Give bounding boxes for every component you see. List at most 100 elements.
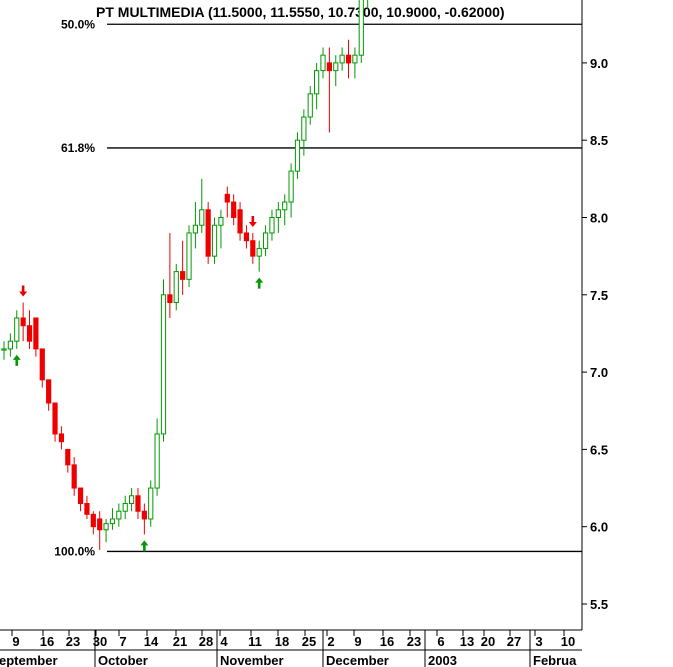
candle bbox=[199, 178, 205, 233]
fib-level-label: 100.0% bbox=[54, 544, 95, 558]
candle-body-up bbox=[218, 217, 224, 226]
month-label: November bbox=[220, 653, 284, 667]
candle bbox=[224, 186, 230, 218]
candle bbox=[109, 508, 116, 530]
candle bbox=[301, 109, 307, 156]
candle-body-up bbox=[173, 271, 179, 304]
date-tick-label: 6 bbox=[437, 634, 444, 649]
candle-body-up bbox=[256, 247, 262, 257]
candle-body-down bbox=[71, 464, 77, 489]
candle bbox=[14, 310, 20, 349]
price-tick-label: 8.0 bbox=[590, 211, 608, 226]
date-tick-label: 18 bbox=[275, 634, 289, 649]
candle bbox=[218, 209, 224, 249]
candle bbox=[71, 457, 77, 496]
price-tick-label: 7.5 bbox=[590, 288, 608, 303]
price-tick-label: 8.5 bbox=[590, 133, 608, 148]
candle bbox=[186, 225, 192, 288]
candle bbox=[243, 225, 250, 249]
candle bbox=[84, 495, 90, 519]
candle-body-up bbox=[333, 62, 339, 72]
date-tick-label: 3 bbox=[535, 634, 542, 649]
candle bbox=[65, 448, 71, 473]
candle bbox=[154, 418, 160, 496]
date-tick-label: 10 bbox=[561, 634, 575, 649]
candle-body-down bbox=[231, 201, 237, 218]
candle bbox=[148, 480, 154, 527]
candle-body-up bbox=[7, 340, 13, 350]
candle-body-up bbox=[14, 317, 20, 342]
candle bbox=[237, 202, 243, 241]
candle bbox=[205, 202, 211, 264]
chart-title: PT MULTIMEDIA (11.5000, 11.5550, 10.7300… bbox=[96, 4, 505, 20]
candle-body-up bbox=[269, 217, 275, 234]
sell-arrow-icon bbox=[248, 215, 257, 227]
candle bbox=[46, 379, 52, 411]
candle bbox=[275, 202, 281, 233]
buy-arrow-icon bbox=[12, 354, 21, 366]
candle-body-up bbox=[211, 224, 218, 257]
price-axis: 13.012.512.011.511.010.510.09.59.08.58.0… bbox=[582, 56, 608, 612]
candle-body-up bbox=[314, 70, 320, 95]
fib-level-label: 50.0% bbox=[61, 17, 95, 31]
fibonacci-levels: 0.0%23.6%38.2%50.0%61.8%100.0% bbox=[54, 17, 582, 558]
candle-body-up bbox=[103, 523, 109, 531]
candle bbox=[269, 209, 275, 241]
candle-body-down bbox=[205, 209, 211, 257]
candle bbox=[103, 518, 109, 543]
candle bbox=[173, 263, 179, 311]
candle bbox=[52, 402, 58, 442]
date-tick-label: 4 bbox=[220, 634, 228, 649]
candle-body-up bbox=[288, 170, 294, 203]
candle bbox=[192, 202, 199, 249]
date-tick-label: 16 bbox=[40, 634, 54, 649]
candle-body-down bbox=[237, 209, 243, 234]
sell-arrow-icon bbox=[19, 285, 28, 297]
candle-body-down bbox=[97, 518, 103, 531]
date-tick-label: 9 bbox=[12, 634, 19, 649]
month-label: 2003 bbox=[428, 653, 457, 667]
buy-arrow-icon bbox=[255, 277, 264, 289]
candle bbox=[326, 47, 332, 133]
candle-body-up bbox=[339, 54, 345, 64]
candle-body-up bbox=[186, 232, 192, 280]
candle-body-down bbox=[52, 402, 58, 435]
candle bbox=[33, 317, 39, 357]
date-axis: 9 16 23 30 7 14 21 28 4 11 18 25 2 9 16 23 6 13 20 27 3 10 bbox=[11, 630, 575, 649]
date-tick-label: 23 bbox=[407, 634, 421, 649]
price-tick-label: 6.5 bbox=[590, 442, 608, 457]
candle bbox=[333, 55, 339, 87]
candle bbox=[26, 310, 33, 349]
candle-body-up bbox=[148, 487, 154, 520]
candle-body-down bbox=[224, 193, 230, 203]
candle-body-down bbox=[250, 240, 256, 257]
candle-body-down bbox=[90, 513, 96, 528]
candle-body-up bbox=[192, 224, 199, 234]
candle-body-down bbox=[58, 433, 65, 443]
candle-body-down bbox=[26, 325, 33, 342]
price-tick-label: 6.0 bbox=[590, 520, 608, 535]
buy-arrow-icon bbox=[140, 540, 149, 552]
candle bbox=[250, 232, 256, 264]
candle bbox=[307, 86, 313, 125]
candle-body-up bbox=[358, 0, 364, 56]
date-tick-label: 20 bbox=[481, 634, 495, 649]
candle bbox=[314, 62, 320, 110]
candle bbox=[1, 341, 7, 360]
date-tick-label: 7 bbox=[119, 634, 126, 649]
candle bbox=[90, 511, 96, 535]
date-tick-label: 2 bbox=[327, 634, 334, 649]
candle-body-down bbox=[345, 54, 352, 64]
candle bbox=[77, 487, 84, 512]
candle-body-up bbox=[116, 510, 122, 520]
date-tick-label: 13 bbox=[460, 634, 474, 649]
candle bbox=[339, 47, 345, 71]
candle-body-down bbox=[243, 232, 250, 242]
candle bbox=[367, 0, 369, 9]
candle bbox=[294, 132, 301, 179]
candle bbox=[282, 194, 288, 226]
date-tick-label: 16 bbox=[380, 634, 394, 649]
date-tick-label: 27 bbox=[507, 634, 521, 649]
candle-body-down bbox=[141, 510, 147, 520]
candle-body-up bbox=[262, 232, 269, 249]
